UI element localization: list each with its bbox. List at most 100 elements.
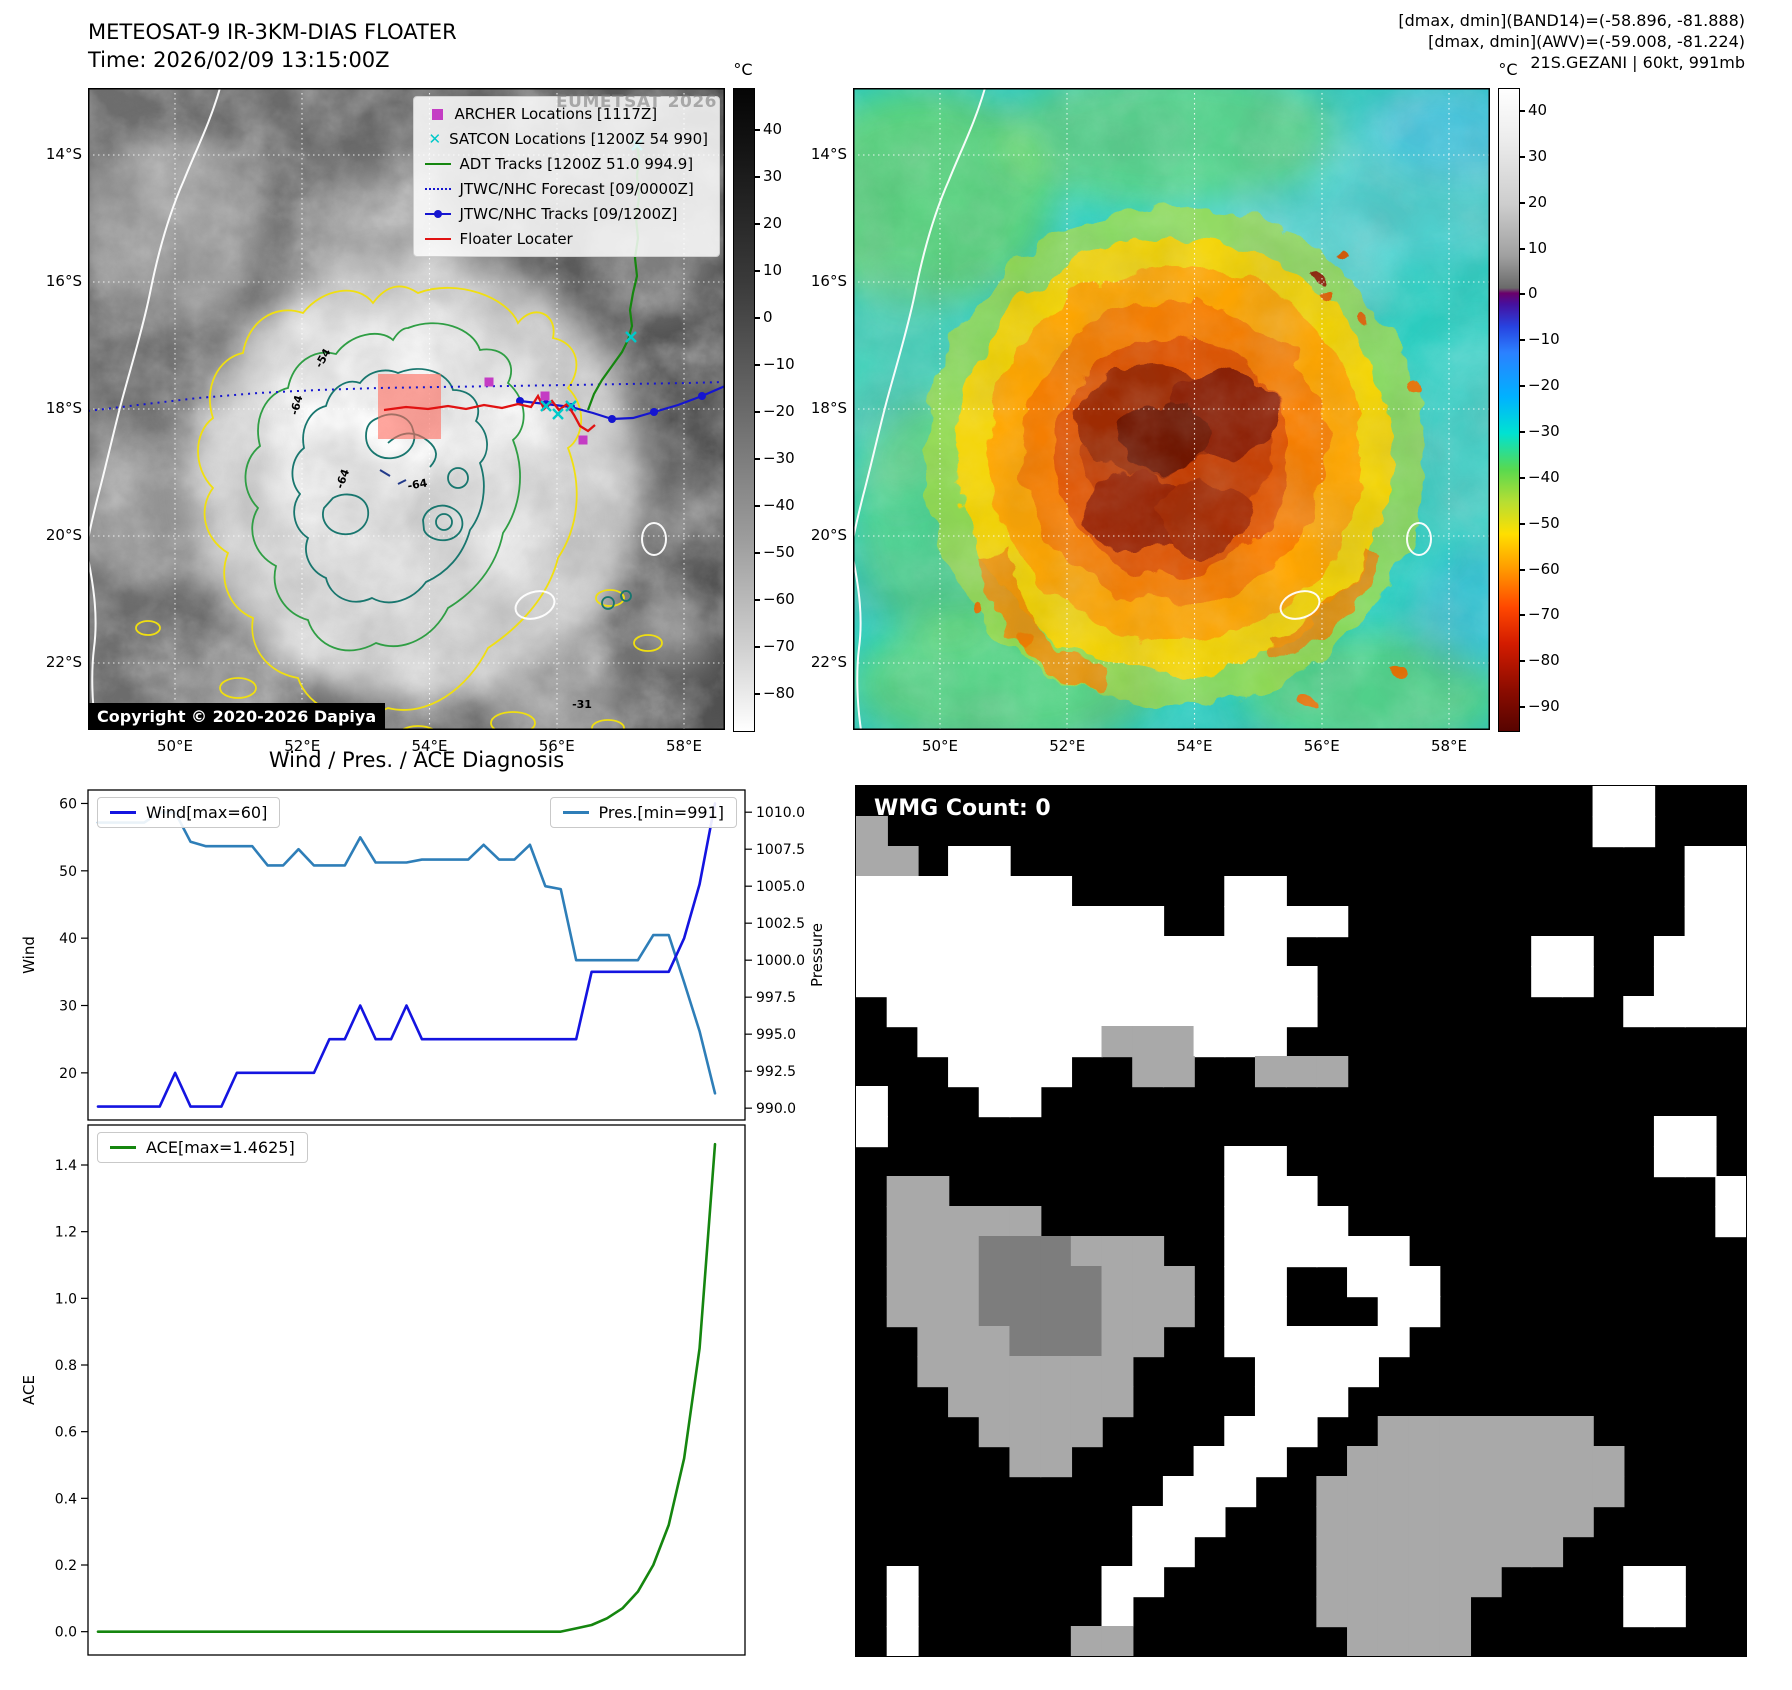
wmg-cell	[1009, 1086, 1042, 1118]
wmg-cell	[1009, 876, 1042, 908]
wmg-cell	[917, 1326, 950, 1358]
wmg-cell	[1347, 1446, 1379, 1478]
wmg-cell	[1316, 906, 1349, 938]
wmg-cell	[1040, 996, 1073, 1028]
lon-tick-label: 58°E	[1430, 737, 1468, 755]
wmg-cell	[1377, 1476, 1410, 1508]
wmg-cell	[948, 1266, 980, 1298]
wmg-cell	[978, 846, 1011, 878]
wmg-cell	[948, 876, 980, 908]
contour-label: -31	[572, 698, 592, 711]
colorbar-tick-label: −20	[763, 402, 795, 421]
legend-item-label: SATCON Locations [1200Z 54 990]	[449, 130, 708, 148]
wmg-cell	[1132, 996, 1165, 1028]
chart-axes-frame	[87, 789, 746, 1121]
wmg-cell	[1377, 1236, 1410, 1268]
wmg-cell	[1009, 996, 1042, 1028]
legend-item: Floater Locater	[424, 230, 708, 248]
wmg-cell	[1316, 1326, 1349, 1358]
wmg-cell	[1162, 1536, 1195, 1568]
lat-tick-label: 14°S	[810, 145, 847, 163]
wmg-cell	[1408, 1476, 1441, 1508]
wmg-cell	[886, 846, 919, 878]
wmg-cell	[1101, 1266, 1134, 1298]
wmg-cell	[948, 1236, 980, 1268]
enhanced-ir-map	[853, 88, 1490, 730]
wmg-cell	[978, 1266, 1011, 1298]
wmg-cell	[1377, 1566, 1410, 1598]
wmg-cell	[917, 1026, 950, 1058]
wmg-cell	[1040, 1266, 1073, 1298]
wmg-cell	[1162, 1476, 1195, 1508]
wmg-cell	[1531, 966, 1564, 998]
legend-item-label: JTWC/NHC Forecast [09/0000Z]	[459, 180, 694, 198]
wmg-cell	[1132, 1326, 1165, 1358]
wmg-cell	[978, 1416, 1011, 1448]
wmg-cell	[1316, 1566, 1349, 1598]
wind-tick-label: 60	[59, 796, 77, 812]
colorbar-tick	[754, 505, 760, 508]
legend-line-sample	[110, 811, 136, 814]
lon-tick-label: 50°E	[156, 737, 194, 755]
wmg-cell	[856, 906, 888, 938]
wmg-cell	[1009, 906, 1042, 938]
wmg-cell	[856, 846, 888, 878]
wmg-cell	[1101, 996, 1134, 1028]
wmg-cell	[1408, 1506, 1441, 1538]
wmg-cell	[1531, 936, 1564, 968]
wmg-cell	[1132, 1536, 1165, 1568]
left-colorbar-unit: °C	[733, 60, 753, 79]
lon-tick-label: 54°E	[1176, 737, 1213, 755]
wmg-cell	[1040, 936, 1073, 968]
colorbar-tick-label: 40	[1528, 100, 1548, 119]
wmg-cell	[1040, 1446, 1073, 1478]
wmg-cell	[1316, 1476, 1349, 1508]
wmg-cell	[1684, 1146, 1717, 1178]
wmg-cell	[1224, 1476, 1257, 1508]
satcon-x-icon: ✕	[428, 130, 442, 148]
wmg-cell	[917, 876, 950, 908]
wmg-cell	[886, 876, 919, 908]
wmg-cell	[1254, 1176, 1287, 1208]
legend-item-label: Floater Locater	[459, 230, 573, 248]
wmg-cell	[1684, 966, 1717, 998]
wmg-cell	[1224, 1266, 1257, 1298]
colorbar-tick-label: −30	[1528, 421, 1560, 440]
wmg-cell	[1347, 1266, 1379, 1298]
ace-tick-label: 0.2	[55, 1558, 77, 1574]
eye-marks	[379, 469, 407, 485]
enhanced-colorbar	[1498, 88, 1520, 732]
diagnosis-title: Wind / Pres. / ACE Diagnosis	[268, 748, 565, 772]
wmg-count-label: WMG Count: 0	[874, 796, 1051, 821]
wmg-cell	[1040, 966, 1073, 998]
reunion-island-outline	[1279, 590, 1321, 620]
wmg-cell	[1592, 816, 1625, 848]
lat-tick-label: 22°S	[45, 653, 82, 671]
legend-item-label: ARCHER Locations [1117Z]	[454, 105, 658, 123]
wmg-cell	[1009, 1266, 1042, 1298]
wmg-cell	[1408, 1566, 1441, 1598]
wmg-cell	[1040, 1356, 1073, 1388]
colorbar-tick	[1519, 247, 1525, 250]
adt-track-line-icon	[424, 163, 451, 165]
colorbar-tick-label: 10	[763, 261, 783, 280]
ace-tick-label: 0.0	[55, 1625, 77, 1641]
wmg-cell	[1531, 1476, 1564, 1508]
wmg-cell	[1254, 1446, 1287, 1478]
wmg-cell	[1101, 936, 1134, 968]
wmg-cell	[1224, 906, 1257, 938]
axes-frame	[88, 88, 725, 730]
colorbar-tick-label: −70	[763, 637, 795, 656]
lon-tick-label: 54°E	[411, 737, 448, 755]
wmg-cell	[1101, 1386, 1134, 1418]
wmg-cell	[1070, 1296, 1103, 1328]
wmg-cell	[1592, 1476, 1625, 1508]
wmg-cell	[1070, 906, 1103, 938]
floater-locater-track	[383, 393, 596, 433]
wmg-cell	[1132, 1296, 1165, 1328]
wmg-cell	[1285, 966, 1318, 998]
wmg-cell	[1009, 1356, 1042, 1388]
wmg-cell	[917, 1206, 950, 1238]
wmg-cell	[917, 996, 950, 1028]
legend-item-label: JTWC/NHC Tracks [09/1200Z]	[459, 205, 678, 223]
